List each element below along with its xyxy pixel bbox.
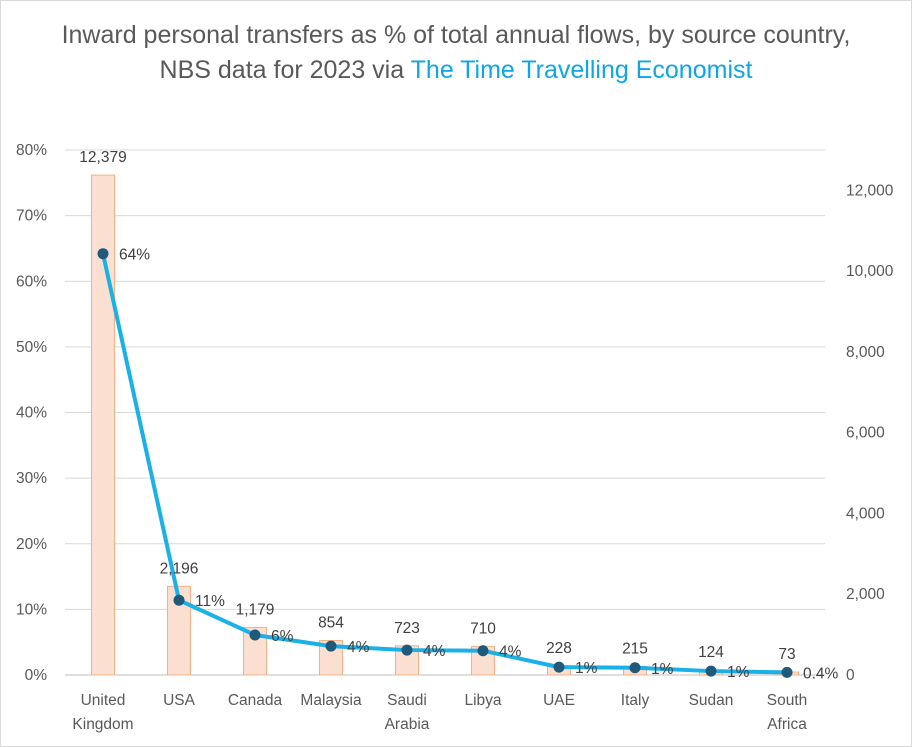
line-marker bbox=[249, 629, 261, 641]
category-label: Kingdom bbox=[72, 716, 133, 733]
gridlines bbox=[65, 149, 825, 676]
right-axis-tick: 8,000 bbox=[846, 344, 885, 361]
bar-value-label: 228 bbox=[546, 640, 572, 657]
right-axis-tick: 10,000 bbox=[846, 263, 894, 280]
left-axis-tick: 10% bbox=[16, 601, 47, 618]
line-value-label: 1% bbox=[727, 664, 750, 681]
bar-value-label: 723 bbox=[394, 620, 420, 637]
line-value-label: 0.4% bbox=[803, 665, 839, 682]
line-marker bbox=[629, 662, 641, 674]
data-labels: 12,379 2,196 1,179 854 723 710 228 215 124 73 64% 1… bbox=[79, 149, 838, 682]
line-value-label: 4% bbox=[423, 643, 446, 660]
category-label: UAE bbox=[543, 692, 575, 709]
line-marker bbox=[781, 666, 793, 678]
line-value-label: 1% bbox=[651, 661, 674, 678]
bar bbox=[167, 585, 191, 676]
left-axis-tick: 80% bbox=[16, 142, 47, 159]
bar-series bbox=[91, 174, 799, 676]
category-label: Sudan bbox=[689, 692, 734, 709]
bar-value-label: 2,196 bbox=[160, 560, 199, 577]
bar-value-label: 73 bbox=[778, 646, 795, 663]
category-label: Africa bbox=[767, 716, 807, 733]
bar-value-label: 1,179 bbox=[236, 601, 275, 618]
line-value-label: 11% bbox=[195, 593, 225, 610]
bar-value-label: 12,379 bbox=[79, 149, 126, 166]
line-marker bbox=[705, 665, 717, 677]
category-label: South bbox=[767, 692, 808, 709]
category-label: Canada bbox=[228, 692, 283, 709]
right-axis-tick: 2,000 bbox=[846, 586, 885, 603]
line-value-label: 64% bbox=[119, 247, 150, 264]
line-marker bbox=[97, 248, 109, 260]
axis-labels: 0% 10% 20% 30% 40% 50% 60% 70% 80% 0 2,000 4,000 6,0… bbox=[16, 142, 894, 733]
line-marker bbox=[401, 644, 413, 656]
left-axis-tick: 50% bbox=[16, 339, 47, 356]
category-label: Arabia bbox=[385, 716, 430, 733]
right-axis-tick: 4,000 bbox=[846, 505, 885, 522]
left-axis-tick: 20% bbox=[16, 536, 47, 553]
right-axis-tick: 12,000 bbox=[846, 182, 894, 199]
bar bbox=[91, 174, 115, 676]
line-value-label: 4% bbox=[347, 639, 370, 656]
bar-value-label: 124 bbox=[698, 644, 724, 661]
line-series bbox=[97, 248, 793, 678]
bar-value-label: 215 bbox=[622, 640, 648, 657]
right-axis-tick: 6,000 bbox=[846, 425, 885, 442]
left-axis-tick: 40% bbox=[16, 405, 47, 422]
category-label: Saudi bbox=[387, 692, 427, 709]
category-label: Malaysia bbox=[300, 692, 362, 709]
bar bbox=[319, 640, 343, 676]
chart-title-text: Inward personal transfers as % of total … bbox=[61, 21, 851, 84]
category-label: United bbox=[81, 692, 126, 709]
source-link[interactable]: The Time Travelling Economist bbox=[410, 56, 753, 84]
chart-title: Inward personal transfers as % of total … bbox=[60, 18, 852, 88]
line-marker bbox=[173, 594, 185, 606]
right-axis-tick: 0 bbox=[846, 667, 855, 684]
line-marker bbox=[477, 645, 489, 657]
category-label: USA bbox=[163, 692, 196, 709]
line-marker bbox=[325, 640, 337, 652]
category-label: Libya bbox=[464, 692, 501, 709]
bar-value-label: 710 bbox=[470, 620, 496, 637]
left-axis-tick: 30% bbox=[16, 470, 47, 487]
line-value-label: 4% bbox=[499, 644, 522, 661]
category-label: Italy bbox=[621, 692, 650, 709]
left-axis-tick: 60% bbox=[16, 273, 47, 290]
line-marker bbox=[553, 661, 565, 673]
line-value-label: 1% bbox=[575, 660, 598, 677]
bar-value-label: 854 bbox=[318, 615, 344, 632]
left-axis-tick: 0% bbox=[25, 667, 48, 684]
bar bbox=[243, 626, 267, 676]
left-axis-tick: 70% bbox=[16, 208, 47, 225]
line-value-label: 6% bbox=[271, 628, 294, 645]
series-line bbox=[101, 251, 789, 675]
